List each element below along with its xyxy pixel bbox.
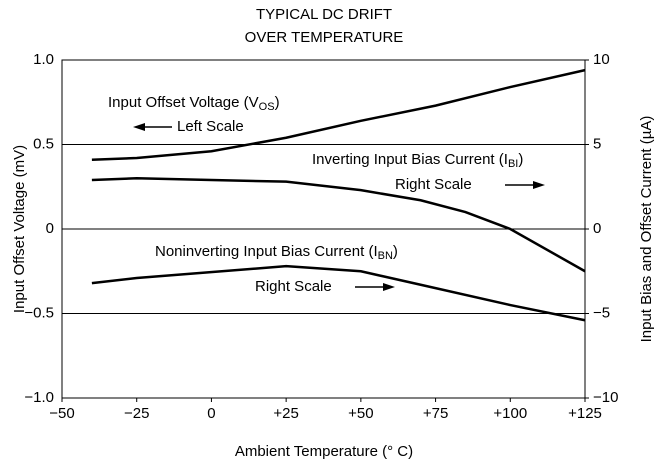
- annotation-text: ): [275, 94, 280, 111]
- y-tick-label: −1.0: [24, 389, 54, 406]
- annotation: Noninverting Input Bias Current (IBN): [155, 243, 398, 262]
- annotation-subscript: BI: [508, 158, 518, 170]
- arrow-head: [133, 123, 145, 131]
- annotation: Left Scale: [177, 118, 244, 135]
- annotation-text: ): [393, 243, 398, 260]
- series-line: [91, 177, 586, 273]
- arrow-head: [383, 283, 395, 291]
- annotation-subscript: OS: [259, 101, 275, 113]
- series-line: [91, 264, 586, 322]
- y2-tick-label: 0: [593, 220, 601, 237]
- y-tick-label: 0.5: [33, 135, 54, 152]
- y-tick-label: 0: [46, 220, 54, 237]
- x-tick-label: +50: [348, 405, 373, 422]
- y2-axis-label: Input Bias and Offset Current (µA): [638, 116, 655, 343]
- annotation-text: Input Offset Voltage (V: [108, 94, 259, 111]
- annotation: Right Scale: [255, 278, 332, 295]
- x-tick-label: +125: [568, 405, 602, 422]
- x-tick-label: +75: [423, 405, 448, 422]
- y-tick-label: −0.5: [24, 304, 54, 321]
- annotation-text: Noninverting Input Bias Current (I: [155, 243, 378, 260]
- x-tick-label: 0: [207, 405, 215, 422]
- annotation-text: Right Scale: [395, 176, 472, 193]
- annotation-subscript: BN: [378, 250, 393, 262]
- y-axis-label: Input Offset Voltage (mV): [11, 145, 28, 313]
- annotation: Input Offset Voltage (VOS): [108, 94, 280, 113]
- annotation-text: Left Scale: [177, 118, 244, 135]
- x-tick-label: +25: [273, 405, 298, 422]
- chart-title: TYPICAL DC DRIFT: [256, 6, 392, 23]
- x-tick-label: −25: [124, 405, 149, 422]
- annotation: Right Scale: [395, 176, 472, 193]
- series-line: [91, 68, 586, 161]
- annotation-text: Inverting Input Bias Current (I: [312, 151, 508, 168]
- x-tick-label: +100: [493, 405, 527, 422]
- y2-tick-label: −10: [593, 389, 618, 406]
- annotation-text: Right Scale: [255, 278, 332, 295]
- x-tick-label: −50: [49, 405, 74, 422]
- y2-tick-label: 10: [593, 51, 610, 68]
- arrow-head: [533, 181, 545, 189]
- chart-title: OVER TEMPERATURE: [245, 29, 404, 46]
- y-tick-label: 1.0: [33, 51, 54, 68]
- y2-tick-label: −5: [593, 304, 610, 321]
- annotation: Inverting Input Bias Current (IBI): [312, 151, 523, 170]
- y2-tick-label: 5: [593, 135, 601, 152]
- annotation-text: ): [518, 151, 523, 168]
- x-axis-label: Ambient Temperature (° C): [235, 443, 413, 460]
- plot-frame: [61, 59, 586, 399]
